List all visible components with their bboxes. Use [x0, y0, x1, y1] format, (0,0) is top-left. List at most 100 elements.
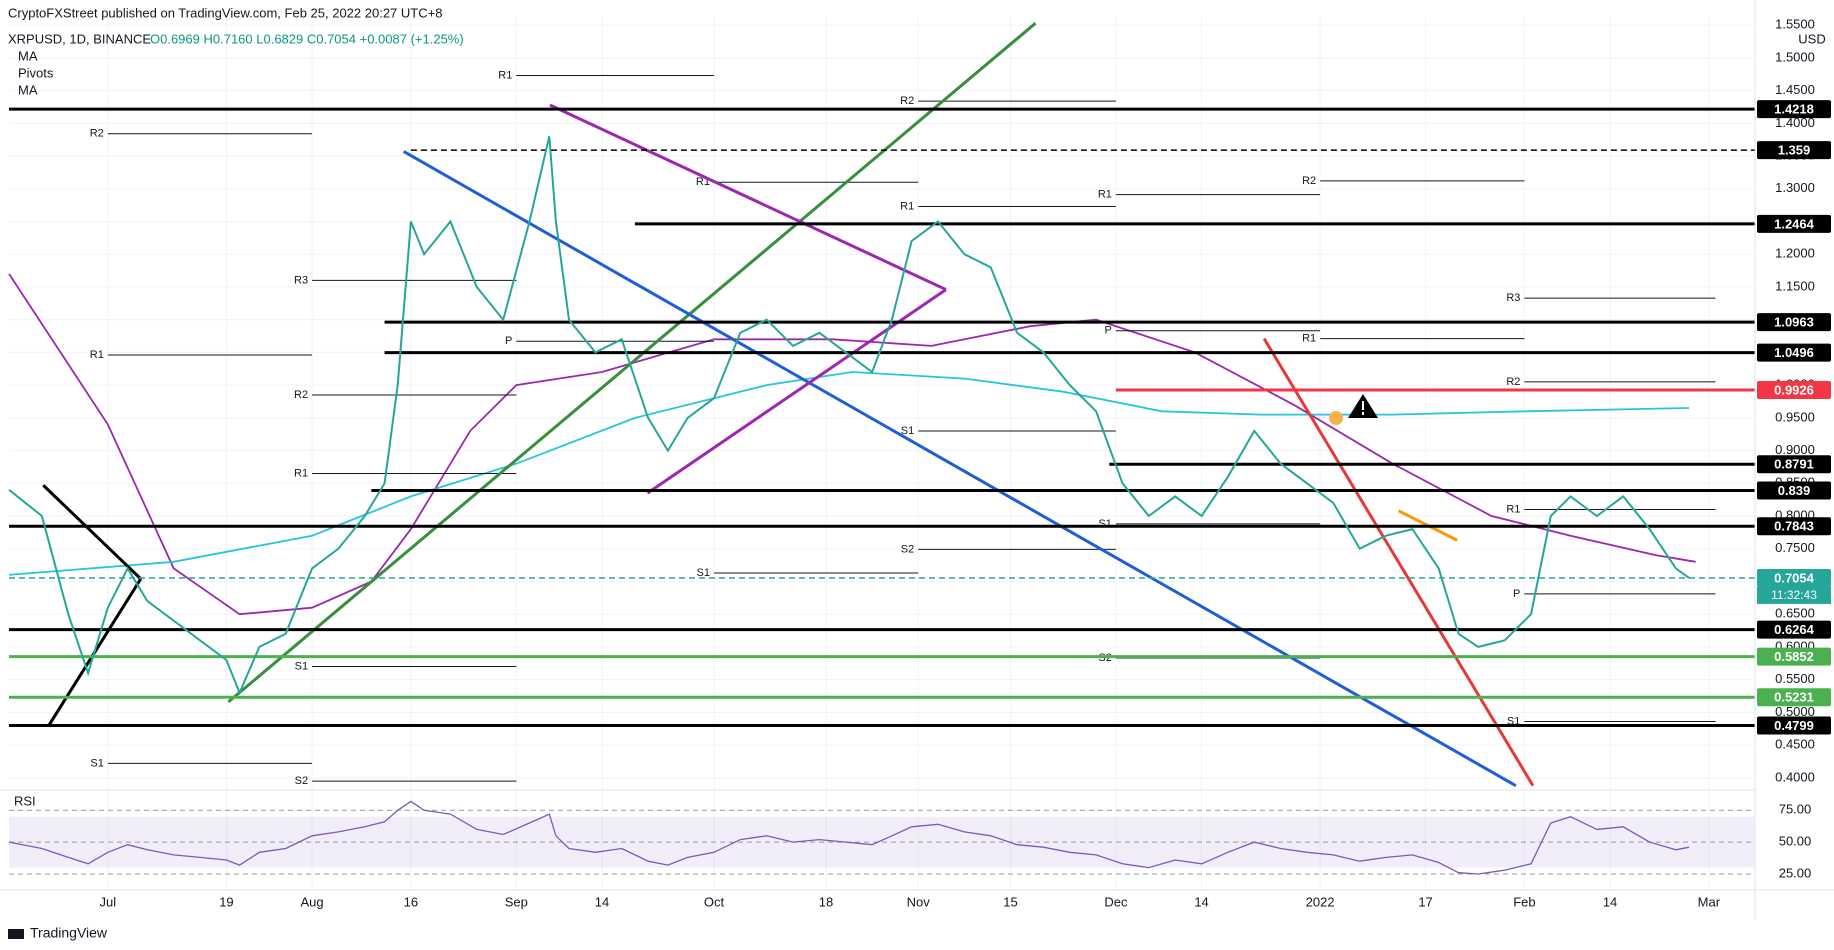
ohlc: O0.6969 H0.7160 L0.6829 C0.7054 +0.0087 …	[150, 31, 464, 46]
series-line	[8, 136, 1690, 696]
pivot-label: R2	[900, 95, 914, 107]
y-tick-label: 75.00	[1779, 802, 1812, 817]
pivot-label: P	[505, 335, 512, 347]
series-line	[8, 371, 1690, 576]
footer: TradingView	[30, 925, 108, 941]
level-tag	[1757, 517, 1831, 536]
x-tick-label: 2022	[1306, 894, 1335, 909]
warning-mark	[1362, 401, 1364, 410]
pivot-label: R1	[498, 69, 512, 81]
level-label: 0.5231	[1774, 690, 1814, 705]
y-tick-label: 1.4000	[1775, 115, 1815, 130]
y-tick-label: 1.1500	[1775, 278, 1815, 293]
x-tick-label: Jul	[100, 894, 117, 909]
x-tick-label: 14	[595, 894, 609, 909]
publisher: CryptoFXStreet published on TradingView.…	[8, 5, 442, 20]
level-tag	[1757, 214, 1831, 233]
x-tick-label: Feb	[1513, 894, 1535, 909]
level-label: 1.0496	[1774, 345, 1814, 360]
countdown: 11:32:43	[1771, 588, 1817, 602]
level-label: 1.359	[1778, 143, 1811, 158]
y-tick-label: 0.5000	[1775, 704, 1815, 719]
pivot-label: R2	[1302, 175, 1316, 187]
x-tick-label: Nov	[907, 894, 931, 909]
x-tick-label: Sep	[505, 894, 528, 909]
level-label: 0.5852	[1774, 649, 1814, 664]
currency: USD	[1798, 31, 1825, 46]
level-tag	[1757, 568, 1831, 587]
trendline	[42, 484, 142, 580]
trendline	[402, 150, 1517, 787]
rsi-title: RSI	[14, 793, 36, 808]
y-tick-label: 0.6500	[1775, 606, 1815, 621]
level-label: 1.2464	[1774, 216, 1815, 231]
x-tick-label: 19	[219, 894, 233, 909]
y-tick-label: 0.9000	[1775, 442, 1815, 457]
pivot-label: S2	[295, 775, 308, 787]
trendline	[1262, 337, 1535, 787]
y-tick-label: 0.4500	[1775, 737, 1815, 752]
x-tick-label: Aug	[301, 894, 324, 909]
level-tag	[1757, 455, 1831, 474]
pivot-label: R1	[1098, 189, 1112, 201]
level-label: 0.7843	[1774, 519, 1814, 534]
x-tick-label: Mar	[1698, 894, 1721, 909]
pivot-label: R1	[900, 200, 914, 212]
y-tick-label: 1.5000	[1775, 49, 1815, 64]
y-tick-label: 0.5500	[1775, 671, 1815, 686]
trendline	[549, 103, 947, 291]
x-tick-label: 16	[404, 894, 418, 909]
pivot-label: P	[1513, 588, 1520, 600]
y-tick-label: 50.00	[1779, 834, 1812, 849]
indicator: MA	[18, 82, 38, 97]
pivot-label: R2	[294, 389, 308, 401]
series-line	[8, 800, 1690, 875]
pivot-label: S2	[901, 543, 914, 555]
pivot-label: R2	[1506, 376, 1520, 388]
y-tick-label: 25.00	[1779, 865, 1812, 880]
x-tick-label: Oct	[704, 894, 725, 909]
level-tag	[1757, 620, 1831, 639]
level-label: 0.8791	[1774, 457, 1814, 472]
level-label: 0.839	[1778, 483, 1811, 498]
pivot-label: R1	[294, 467, 308, 479]
pivot-label: S1	[295, 660, 308, 672]
warning-mark	[1362, 412, 1364, 415]
level-label: 0.4799	[1774, 718, 1814, 733]
x-tick-label: 14	[1194, 894, 1208, 909]
level-tag	[1757, 343, 1831, 362]
y-tick-label: 0.9500	[1775, 409, 1815, 424]
x-tick-label: Dec	[1104, 894, 1128, 909]
pivot-label: R1	[1506, 503, 1520, 515]
trendline	[227, 22, 1037, 704]
x-tick-label: 14	[1603, 894, 1617, 909]
pivot-label: R3	[294, 274, 308, 286]
indicator: Pivots	[18, 65, 54, 80]
x-tick-label: 15	[1003, 894, 1017, 909]
pivot-label: R1	[90, 349, 104, 361]
level-tag	[1757, 688, 1831, 707]
y-tick-label: 1.5500	[1775, 17, 1815, 32]
indicator: MA	[18, 48, 38, 63]
pivot-label: S1	[901, 425, 914, 437]
level-tag	[1757, 647, 1831, 666]
level-tag	[1757, 100, 1831, 119]
y-tick-label: 0.4000	[1775, 769, 1815, 784]
level-tag	[1757, 141, 1831, 160]
level-tag	[1757, 481, 1831, 500]
pivot-label: R3	[1506, 292, 1520, 304]
level-label: 0.9926	[1774, 382, 1814, 397]
y-tick-label: 1.4500	[1775, 82, 1815, 97]
warning-icon	[1329, 394, 1378, 425]
countdown-tag	[1757, 586, 1831, 604]
pivot-label: R1	[1302, 333, 1316, 345]
y-tick-label: 0.7500	[1775, 540, 1815, 555]
logo	[8, 929, 24, 939]
y-tick-label: 1.2000	[1775, 246, 1815, 261]
x-tick-label: 18	[819, 894, 833, 909]
level-label: 1.0963	[1774, 315, 1814, 330]
level-label: 0.6264	[1774, 622, 1815, 637]
warning-dot	[1329, 411, 1343, 425]
level-label: 0.7054	[1774, 570, 1815, 585]
